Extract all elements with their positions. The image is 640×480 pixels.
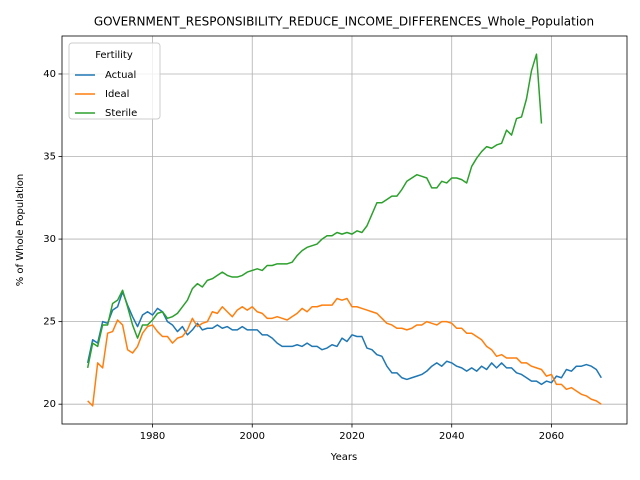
y-tick-label: 30	[43, 234, 56, 245]
series-line	[86, 291, 602, 386]
series-line	[87, 297, 602, 407]
chart-title: GOVERNMENT_RESPONSIBILITY_REDUCE_INCOME_…	[94, 15, 594, 29]
x-tick-label: 2000	[240, 431, 265, 442]
y-axis-label: % of Whole Population	[15, 174, 26, 287]
x-tick-label: 2060	[539, 431, 564, 442]
y-tick-label: 25	[43, 317, 56, 328]
series-line	[86, 53, 543, 369]
legend-label: Ideal	[105, 89, 129, 100]
x-tick-label: 2020	[339, 431, 364, 442]
y-tick-label: 35	[43, 152, 56, 163]
y-tick-label: 20	[43, 399, 56, 410]
x-tick-label: 1980	[140, 431, 165, 442]
legend-title: Fertility	[95, 50, 133, 61]
y-tick-label: 40	[43, 69, 56, 80]
plot-frame	[61, 35, 628, 425]
legend-label: Actual	[105, 70, 136, 81]
legend-label: Sterile	[105, 108, 137, 119]
x-axis-label: Years	[330, 452, 357, 463]
legend-box	[68, 42, 161, 120]
x-tick-label: 2040	[439, 431, 464, 442]
